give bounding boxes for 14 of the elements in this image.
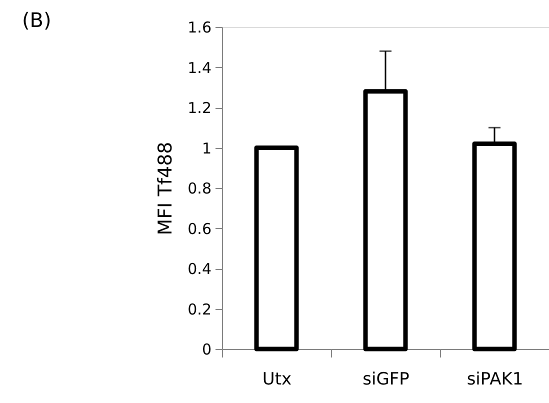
x-tick-label: siGFP xyxy=(362,370,410,390)
y-tick-label: 1.6 xyxy=(188,18,212,36)
text: (B) xyxy=(22,8,52,32)
y-tick-label: 1.2 xyxy=(188,99,212,117)
y-tick-label: 0.4 xyxy=(188,260,212,278)
y-tick-label: 1.4 xyxy=(188,58,212,77)
y-tick-label: 0.2 xyxy=(188,300,212,318)
y-tick-label: 1 xyxy=(202,139,212,158)
y-tick-label: 0.6 xyxy=(188,220,212,238)
y-tick-label: 0 xyxy=(202,340,212,358)
y-axis-title: MFI Tf488 xyxy=(154,142,177,236)
y-tick-label: 0.8 xyxy=(188,180,212,198)
x-tick-label: Utx xyxy=(262,370,292,390)
x-tick-label: siPAK1 xyxy=(466,370,524,390)
